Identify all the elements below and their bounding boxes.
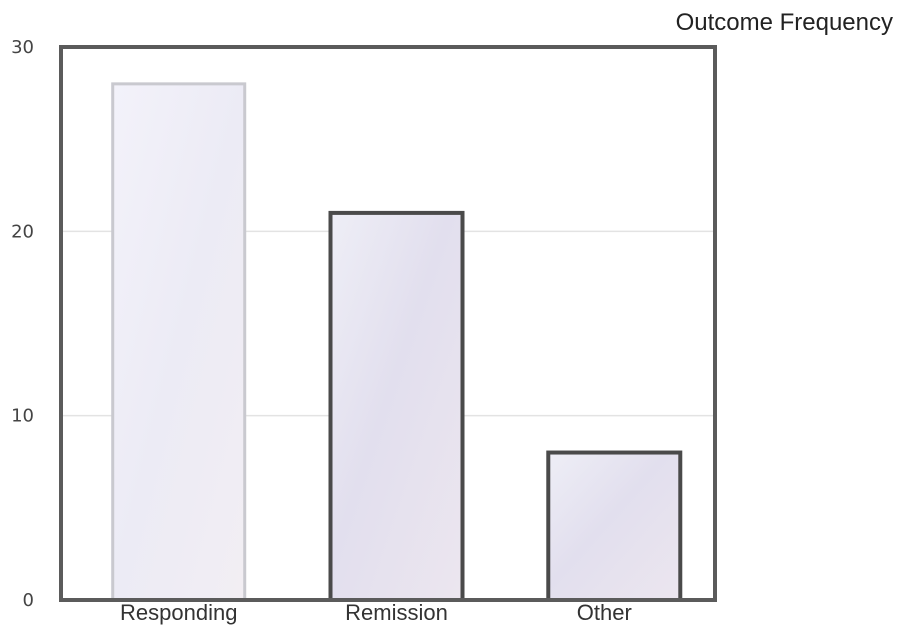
bars-layer xyxy=(111,82,683,602)
y-tick-label: 10 xyxy=(11,406,34,427)
y-tick-labels: 0 10 20 30 xyxy=(11,37,34,611)
bar-remission xyxy=(328,210,465,602)
y-tick-label: 20 xyxy=(11,221,34,242)
x-category-label: Remission xyxy=(345,600,448,625)
x-category-label: Responding xyxy=(120,600,237,625)
y-tick-label: 30 xyxy=(11,37,34,58)
x-category-labels: Responding Remission Other xyxy=(120,600,632,625)
x-category-label: Other xyxy=(577,600,632,625)
bar-responding xyxy=(111,82,247,602)
bar-other xyxy=(546,450,683,602)
plot-frame xyxy=(59,45,717,602)
chart-title: Outcome Frequency xyxy=(676,9,893,36)
y-tick-label: 0 xyxy=(23,590,34,611)
